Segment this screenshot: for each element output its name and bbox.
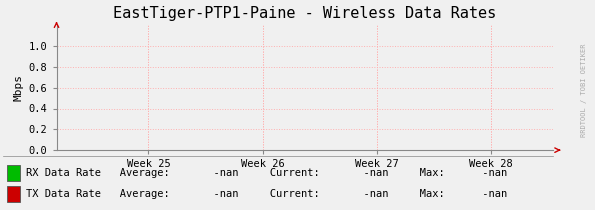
Text: RRDTOOL / TOBI OETIKER: RRDTOOL / TOBI OETIKER — [581, 43, 587, 137]
Text: RX Data Rate   Average:       -nan     Current:       -nan     Max:      -nan: RX Data Rate Average: -nan Current: -nan… — [26, 168, 507, 178]
Y-axis label: Mbps: Mbps — [13, 74, 23, 101]
Title: EastTiger-PTP1-Paine - Wireless Data Rates: EastTiger-PTP1-Paine - Wireless Data Rat… — [113, 6, 497, 21]
Text: TX Data Rate   Average:       -nan     Current:       -nan     Max:      -nan: TX Data Rate Average: -nan Current: -nan… — [26, 189, 507, 199]
